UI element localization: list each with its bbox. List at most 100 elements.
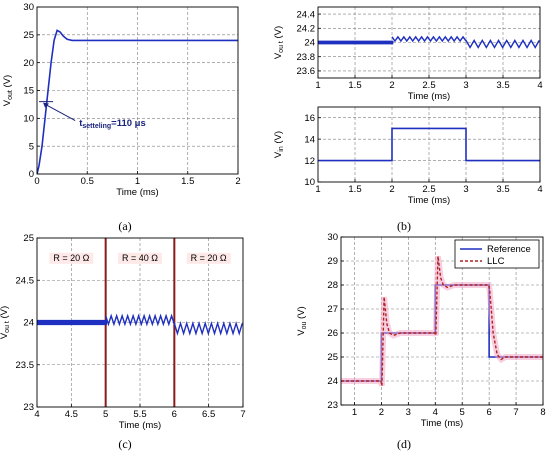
x-tick-label: 2 <box>389 184 394 195</box>
plot-frame <box>36 6 239 175</box>
x-tick-label: 7 <box>240 409 245 420</box>
panel-label-b: (b) <box>397 219 411 233</box>
x-tick-label: 3 <box>463 184 468 195</box>
x-tick-label: 5 <box>460 407 465 418</box>
series-line <box>318 127 540 162</box>
plot-frame <box>36 237 244 408</box>
settling-arrow <box>43 103 76 121</box>
legend-entry: LLC <box>487 256 505 267</box>
series-line <box>465 38 540 49</box>
x-tick-label: 5.5 <box>133 409 146 420</box>
panel-label-c: (c) <box>118 437 131 451</box>
y-axis-label: Vou (V) <box>296 306 308 335</box>
series-line <box>318 40 394 45</box>
series-line <box>391 35 467 43</box>
y-tick-label: 24 <box>23 318 34 329</box>
y-axis-label: Vou t (V) <box>273 26 285 59</box>
x-tick-label: 6 <box>486 407 491 418</box>
y-tick-label: 12 <box>304 156 315 167</box>
x-tick-label: 1.5 <box>348 184 361 195</box>
x-tick-label: 3 <box>463 80 468 91</box>
y-tick-label: 5 <box>29 141 34 152</box>
x-tick-label: 1 <box>315 80 320 91</box>
load-label-box <box>49 252 94 264</box>
series-line <box>341 256 543 386</box>
series-line <box>37 29 238 174</box>
x-tick-label: 1 <box>135 176 140 187</box>
y-tick-label: 28 <box>327 280 338 291</box>
y-tick-label: 26 <box>327 328 338 339</box>
x-axis-label: Time (ms) <box>408 91 450 102</box>
x-tick-label: 1.5 <box>181 176 194 187</box>
x-axis-label: Time (ms) <box>119 420 161 431</box>
y-tick-label: 23.8 <box>297 52 316 63</box>
panel-label-d: (d) <box>397 437 411 451</box>
y-tick-label: 15 <box>23 86 34 97</box>
load-label: R = 40 Ω <box>122 253 158 263</box>
y-tick-label: 16 <box>304 113 315 124</box>
plot-frame <box>317 106 541 183</box>
y-tick-label: 24.2 <box>297 24 316 35</box>
panel-b-bottom-chart: 1 1.5 2 2.5 3 3.5 4 10 12 14 16 Time (ms) Vin (V) <box>273 106 543 206</box>
x-tick-label: 1 <box>352 407 357 418</box>
x-tick-label: 2 <box>379 407 384 418</box>
y-axis-label: Vout (V) <box>2 75 14 106</box>
x-tick-label: 3.5 <box>496 80 509 91</box>
x-axis-label: Time (ms) <box>408 195 450 206</box>
x-tick-label: 2.5 <box>422 184 435 195</box>
x-tick-label: 6 <box>172 409 177 420</box>
x-tick-label: 2 <box>235 176 240 187</box>
settling-arrowhead <box>43 102 50 108</box>
x-tick-label: 6.5 <box>202 409 215 420</box>
x-tick-label: 0 <box>34 176 39 187</box>
y-tick-label: 24 <box>327 376 338 387</box>
y-tick-label: 30 <box>327 232 338 243</box>
load-label-box <box>118 252 162 264</box>
x-tick-label: 0.5 <box>81 176 94 187</box>
x-axis-label: Time (ms) <box>116 187 158 198</box>
x-tick-label: 1.5 <box>348 80 361 91</box>
x-tick-label: 7 <box>513 407 518 418</box>
panel-c-chart: 4 4.5 5 5.5 6 6.5 7 23 23.5 24 24.5 25 Time (ms) Vou … <box>0 233 246 431</box>
x-tick-label: 3 <box>406 407 411 418</box>
y-tick-label: 29 <box>327 256 338 267</box>
settling-annotation: tsetteling=110 μs <box>79 118 146 130</box>
y-tick-label: 24.4 <box>297 9 316 20</box>
y-tick-label: 20 <box>23 58 34 69</box>
load-label-box <box>186 252 231 264</box>
load-label: R = 20 Ω <box>191 253 227 263</box>
x-tick-label: 2 <box>389 80 394 91</box>
x-tick-label: 8 <box>540 407 545 418</box>
load-label: R = 20 Ω <box>53 253 89 263</box>
y-tick-label: 10 <box>23 114 34 125</box>
y-tick-label: 10 <box>304 177 315 188</box>
series-line <box>37 319 108 326</box>
panel-label-a: (a) <box>118 219 131 233</box>
legend-entry: Reference <box>487 244 531 255</box>
x-tick-label: 4 <box>537 184 542 195</box>
plot-frame <box>317 6 541 79</box>
x-tick-label: 4 <box>34 409 39 420</box>
y-tick-label: 23 <box>327 400 338 411</box>
x-tick-label: 3.5 <box>496 184 509 195</box>
y-tick-label: 23.6 <box>297 66 316 77</box>
x-tick-label: 2.5 <box>422 80 435 91</box>
y-tick-label: 23.5 <box>16 360 35 371</box>
y-tick-label: 25 <box>23 233 34 244</box>
x-tick-label: 5 <box>103 409 108 420</box>
y-tick-label: 25 <box>327 352 338 363</box>
x-axis-label: Time (ms) <box>421 418 463 429</box>
x-tick-label: 4 <box>537 80 542 91</box>
legend-box <box>454 239 540 269</box>
y-tick-label: 27 <box>327 304 338 315</box>
series-line <box>105 313 175 327</box>
panel-b-top-chart: 1 1.5 2 2.5 3 3.5 4 23.6 23.8 24 24.2 24.4 Time (ms)… <box>273 6 543 102</box>
y-tick-label: 0 <box>29 169 34 180</box>
y-tick-label: 25 <box>23 30 34 41</box>
y-axis-label: Vin (V) <box>273 131 285 158</box>
y-tick-label: 14 <box>304 134 315 145</box>
y-tick-label: 24.5 <box>16 275 35 286</box>
y-tick-label: 24 <box>304 38 315 49</box>
